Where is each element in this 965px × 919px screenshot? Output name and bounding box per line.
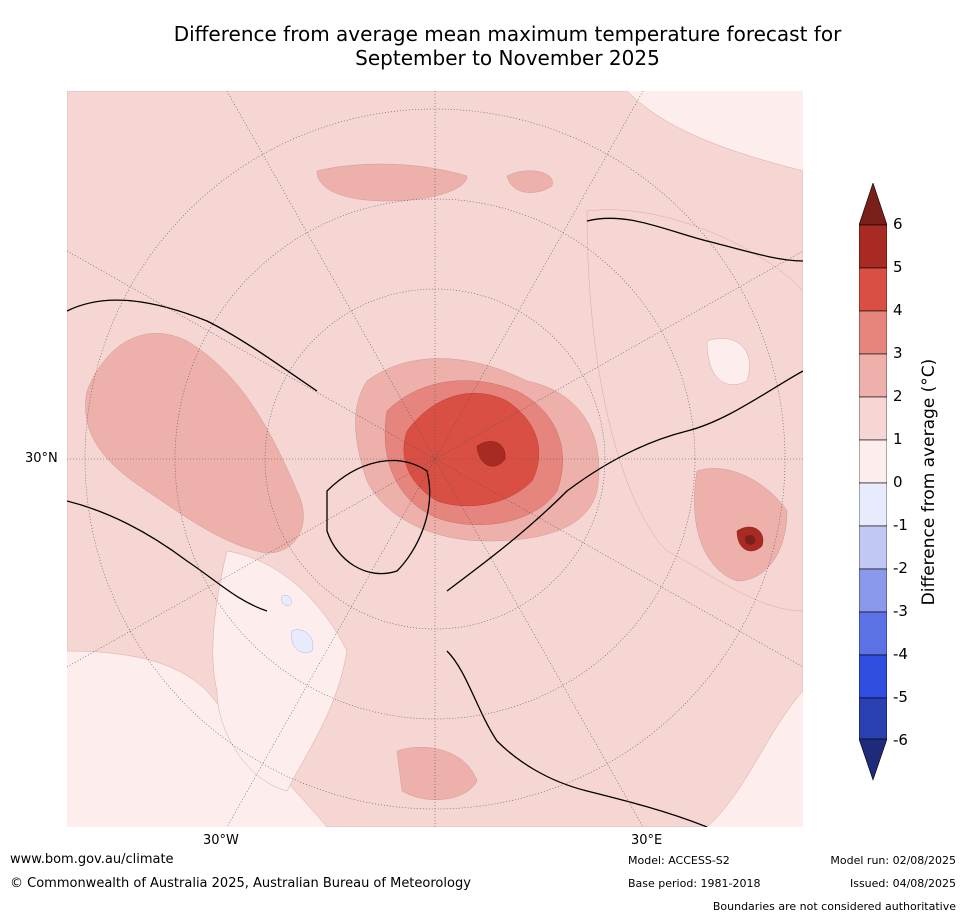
colorbar-segment-0-1 bbox=[859, 439, 887, 484]
model-run-text: Model run: 02/08/2025 bbox=[830, 854, 956, 867]
colorbar-segment-neg3-neg2 bbox=[859, 568, 887, 613]
coastlines bbox=[67, 217, 803, 827]
model-text: Model: ACCESS-S2 bbox=[628, 854, 730, 867]
colorbar-segment-neg4-neg3 bbox=[859, 611, 887, 656]
colorbar-tick: 3 bbox=[893, 344, 903, 362]
website-link[interactable]: www.bom.gov.au/climate bbox=[10, 852, 174, 867]
coastline-siberia bbox=[586, 217, 803, 262]
lon-label-30e: 30°E bbox=[631, 833, 663, 848]
anomaly-above-6-asia bbox=[744, 534, 756, 545]
colorbar-tick: -3 bbox=[893, 602, 908, 620]
colorbar-tick: 0 bbox=[893, 473, 903, 491]
colorbar-tick: -1 bbox=[893, 516, 908, 534]
colorbar-tick: -6 bbox=[893, 731, 908, 749]
colorbar-tick: 1 bbox=[893, 430, 903, 448]
colorbar-tick: -2 bbox=[893, 559, 908, 577]
colorbar bbox=[859, 183, 887, 781]
lon-label-30w: 30°W bbox=[203, 833, 239, 848]
coastline-north-america bbox=[67, 299, 318, 612]
title-line-1: Difference from average mean maximum tem… bbox=[173, 22, 842, 46]
anomaly-2-3-east-asia bbox=[694, 468, 788, 582]
colorbar-segment-5-6 bbox=[859, 224, 887, 269]
coastline-eurasia bbox=[446, 370, 803, 592]
colorbar-tick: 2 bbox=[893, 387, 903, 405]
colorbar-tick: -4 bbox=[893, 645, 908, 663]
base-period-text: Base period: 1981-2018 bbox=[628, 877, 761, 890]
graticule bbox=[67, 91, 803, 827]
coastline-greenland bbox=[326, 459, 431, 575]
colorbar-segment-above-6 bbox=[859, 183, 887, 226]
anomaly-neg-1-0-patch bbox=[291, 629, 314, 653]
colorbar-tick: -5 bbox=[893, 688, 908, 706]
colorbar-segment-neg2-neg1 bbox=[859, 525, 887, 570]
disclaimer-text: Boundaries are not considered authoritat… bbox=[712, 900, 956, 913]
colorbar-segment-3-4 bbox=[859, 310, 887, 355]
coastline-europe bbox=[446, 650, 708, 827]
colorbar-segment-neg5-neg4 bbox=[859, 654, 887, 699]
colorbar-tick: 4 bbox=[893, 301, 903, 319]
anomaly-0-1-patch bbox=[706, 338, 750, 385]
anomaly-0-1-atlantic bbox=[212, 550, 348, 792]
anomaly-2-3-pacific bbox=[316, 163, 468, 202]
anomaly-neg-1-0-patch-2 bbox=[281, 595, 292, 607]
polar-map bbox=[67, 91, 803, 827]
colorbar-segment-1-2 bbox=[859, 396, 887, 441]
lat-label-30n: 30°N bbox=[25, 451, 58, 466]
anomaly-2-3-europe bbox=[396, 747, 478, 800]
colorbar-tick: 5 bbox=[893, 258, 903, 276]
map-canvas bbox=[67, 91, 803, 827]
colorbar-segment-neg6-neg5 bbox=[859, 697, 887, 740]
colorbar-segment-2-3 bbox=[859, 353, 887, 398]
issued-text: Issued: 04/08/2025 bbox=[849, 877, 956, 890]
colorbar-tick: 6 bbox=[893, 215, 903, 233]
colorbar-title: Difference from average (°C) bbox=[919, 358, 939, 606]
anomaly-2-3-north-america bbox=[85, 333, 304, 554]
colorbar-segment-4-5 bbox=[859, 267, 887, 312]
anomaly-4-5-arctic bbox=[403, 392, 540, 506]
title-line-2: September to November 2025 bbox=[355, 46, 660, 70]
colorbar-segment-below-neg6 bbox=[859, 738, 887, 781]
copyright-text: © Commonwealth of Australia 2025, Austra… bbox=[10, 876, 471, 891]
colorbar-segment-neg1-0 bbox=[859, 482, 887, 527]
anomaly-2-3-siberia bbox=[506, 170, 553, 193]
map-title: Difference from average mean maximum tem… bbox=[60, 22, 955, 70]
